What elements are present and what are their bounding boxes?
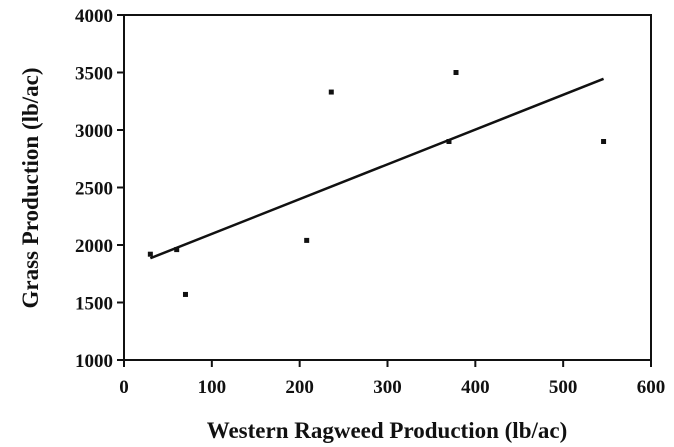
y-tick-label: 2500: [75, 179, 113, 200]
x-tick-label: 600: [637, 377, 666, 398]
data-point: [182, 291, 188, 297]
data-point: [328, 89, 334, 95]
y-tick-label: 3500: [75, 64, 113, 85]
tick-labels: 0 100 200 300 400 500 600 1000 1500 2000 2500 3000 3…: [75, 6, 665, 398]
x-tick-label: 100: [198, 377, 227, 398]
data-point: [174, 247, 180, 253]
trendline: [149, 77, 605, 260]
y-tick-label: 1500: [75, 294, 113, 315]
y-tick-label: 3000: [75, 121, 113, 142]
x-tick-label: 200: [285, 377, 314, 398]
x-tick-label: 300: [373, 377, 402, 398]
data-points: [147, 70, 607, 297]
y-tick-label: 2000: [75, 236, 113, 257]
y-axis-title: Grass Production (lb/ac): [18, 67, 43, 308]
x-tick-label: 500: [549, 377, 578, 398]
data-point: [453, 70, 459, 75]
plot-frame: [123, 14, 652, 361]
x-axis-title: Western Ragweed Production (lb/ac): [207, 418, 568, 443]
data-point: [304, 237, 310, 243]
data-point: [147, 251, 153, 257]
x-tick-label: 0: [119, 377, 129, 398]
trendline-layer: [149, 77, 605, 260]
data-point: [446, 139, 452, 144]
y-tick-label: 1000: [75, 351, 113, 372]
y-tick-label: 4000: [75, 6, 113, 27]
x-tick-label: 400: [461, 377, 490, 398]
axes: [117, 14, 652, 367]
data-point: [601, 139, 607, 144]
